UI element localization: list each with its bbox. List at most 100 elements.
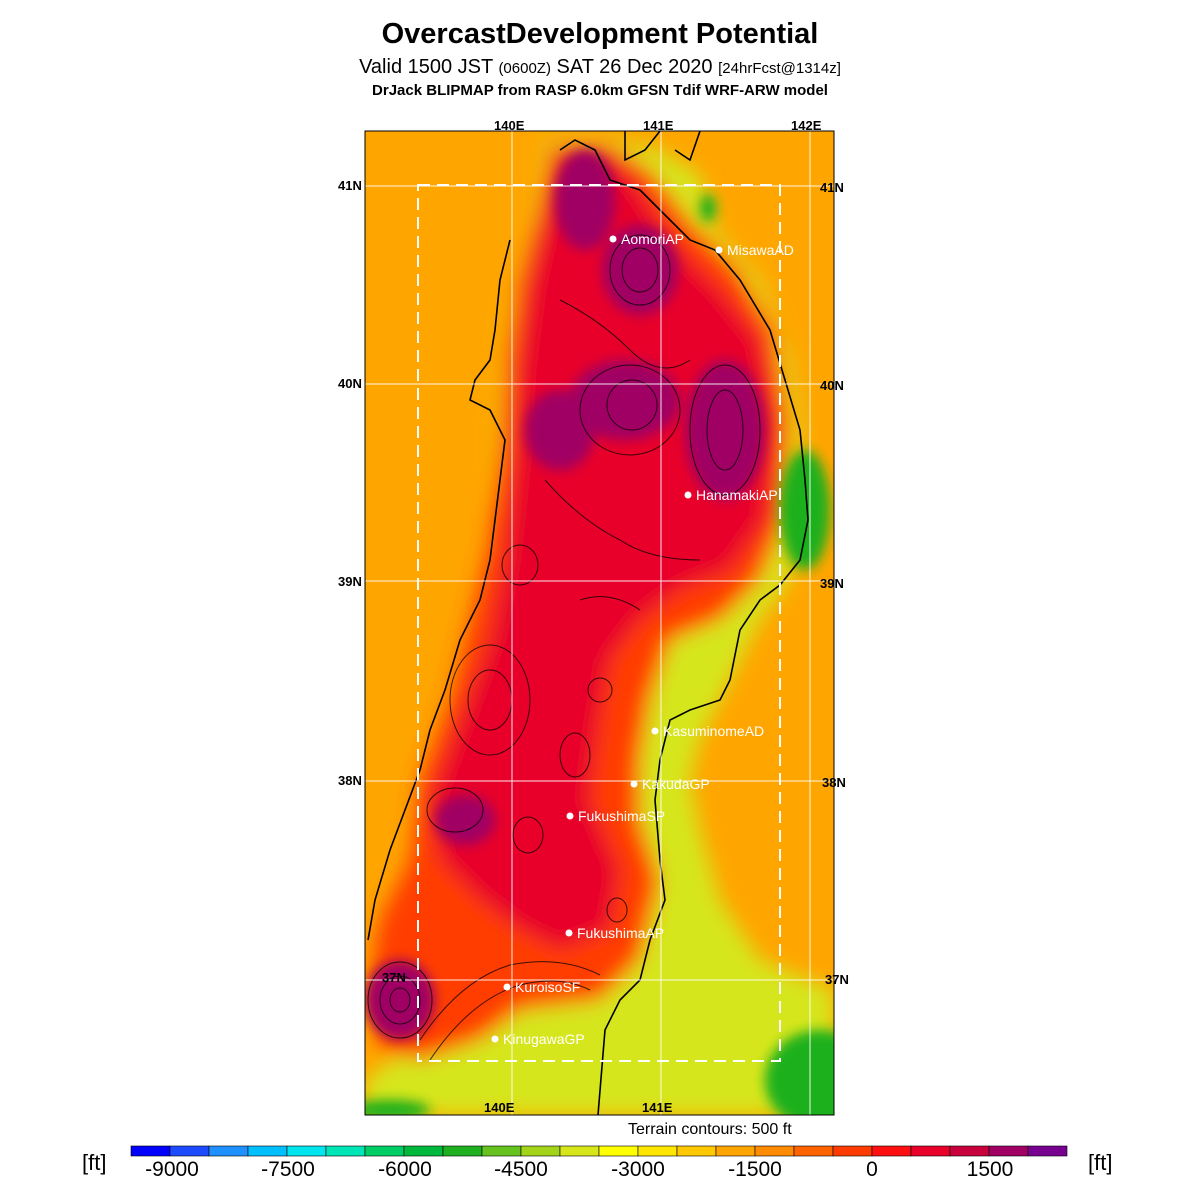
station-dot — [609, 235, 617, 243]
colorbar-swatch — [442, 1145, 483, 1157]
peak-area — [555, 150, 615, 250]
colorbar-swatch — [793, 1145, 834, 1157]
land-high-field — [430, 150, 775, 950]
colorbar-swatch — [676, 1145, 717, 1157]
colorbar-tick-label: -4500 — [494, 1158, 548, 1181]
colorbar-swatch — [1027, 1145, 1068, 1157]
map-title: OvercastDevelopment Potential — [381, 18, 819, 50]
station-dot — [566, 812, 574, 820]
colorbar-tick-label: -7500 — [261, 1158, 315, 1181]
unit-label-right: [ft] — [1088, 1150, 1113, 1175]
peak-area — [435, 795, 495, 845]
station-label: HanamakiAP — [696, 487, 778, 503]
station-marker: FukushimaAP — [565, 925, 664, 941]
station-marker: AomoriAP — [609, 231, 684, 247]
peak-area — [602, 225, 678, 315]
station-dot — [630, 780, 638, 788]
station-label: FukushimaAP — [577, 925, 664, 941]
station-dot — [491, 1035, 499, 1043]
colorbar-swatch — [637, 1145, 678, 1157]
peak-area — [685, 360, 765, 500]
lat-label-right: 41N — [820, 180, 844, 195]
station-dot — [715, 246, 723, 254]
station-label: FukushimaSP — [578, 808, 665, 824]
colorbar-tick-label: -9000 — [145, 1158, 199, 1181]
colorbar-swatch — [325, 1145, 366, 1157]
colorbar-swatch — [559, 1145, 600, 1157]
lat-label-left: 38N — [338, 773, 362, 788]
terrain-contour-note: Terrain contours: 500 ft — [628, 1121, 792, 1138]
colorbar-swatch — [520, 1145, 561, 1157]
model-description: DrJack BLIPMAP from RASP 6.0km GFSN Tdif… — [372, 82, 828, 99]
colorbar-tick-label: -3000 — [611, 1158, 665, 1181]
lon-label-top: 141E — [643, 118, 674, 133]
lon-label-top: 142E — [791, 118, 822, 133]
lon-label-bottom: 141E — [642, 1100, 673, 1115]
lat-label-right: 40N — [820, 378, 844, 393]
colorbar-swatch — [364, 1145, 405, 1157]
station-dot — [684, 491, 692, 499]
station-marker: FukushimaSP — [566, 808, 665, 824]
colorbar-swatch — [715, 1145, 756, 1157]
lat-label-left: 37N — [382, 970, 406, 985]
colorbar-swatch — [832, 1145, 873, 1157]
colorbar-swatch — [988, 1145, 1029, 1157]
lat-label-right: 39N — [820, 576, 844, 591]
colorbar-swatch — [910, 1145, 951, 1157]
colorbar-tick-label: 1500 — [966, 1158, 1014, 1181]
terrain-contours — [367, 234, 761, 1061]
colorbar-swatch — [130, 1145, 171, 1157]
unit-label-left: [ft] — [82, 1150, 107, 1175]
colorbar-swatch — [208, 1145, 249, 1157]
low-value-area — [700, 194, 716, 222]
valid-time-line: Valid 1500 JST (0600Z) SAT 26 Dec 2020 [… — [0, 56, 1200, 79]
colorbar-swatch — [286, 1145, 327, 1157]
colorbar-swatch — [598, 1145, 639, 1157]
inner-domain-boundary — [417, 184, 781, 1062]
station-dot — [503, 983, 511, 991]
colorbar-swatch — [481, 1145, 522, 1157]
lat-label-left: 40N — [338, 376, 362, 391]
low-value-area — [365, 1100, 430, 1115]
station-label: MisawaAD — [727, 242, 794, 258]
station-marker: KasuminomeAD — [651, 723, 764, 739]
station-label: KasuminomeAD — [663, 723, 764, 739]
station-marker: KinugawaGP — [491, 1031, 585, 1047]
colorbar-tick-label: -1500 — [728, 1158, 782, 1181]
station-marker: KuroisoSF — [503, 979, 580, 995]
station-dot — [651, 727, 659, 735]
lat-label-left: 41N — [338, 178, 362, 193]
graticule — [365, 131, 834, 1115]
station-marker: MisawaAD — [715, 242, 794, 258]
colorbar-tick-label: -6000 — [378, 1158, 432, 1181]
hokkaido-coastline — [624, 131, 701, 162]
colorbar — [130, 1145, 1068, 1157]
low-value-area — [765, 1030, 834, 1115]
station-marker: KakudaGP — [630, 776, 710, 792]
station-dot — [565, 929, 573, 937]
lon-label-top: 140E — [494, 118, 525, 133]
colorbar-swatch — [403, 1145, 444, 1157]
valid-date: SAT 26 Dec 2020 — [556, 56, 713, 78]
station-label: KuroisoSF — [515, 979, 580, 995]
zulu-time: (0600Z) — [498, 60, 551, 77]
stations-layer: AomoriAP MisawaAD HanamakiAP KasuminomeAD Ka… — [491, 231, 794, 1047]
valid-time: Valid 1500 JST — [359, 56, 493, 78]
colorbar-tick-label: 0 — [866, 1158, 878, 1181]
colorbar-swatch — [871, 1145, 912, 1157]
station-marker: HanamakiAP — [684, 487, 778, 503]
lat-label-right: 37N — [825, 972, 849, 987]
colorbar-swatch — [754, 1145, 795, 1157]
station-label: KakudaGP — [642, 776, 710, 792]
lat-label-right: 38N — [822, 775, 846, 790]
station-label: AomoriAP — [621, 231, 684, 247]
map-frame — [364, 130, 835, 1116]
station-label: KinugawaGP — [503, 1031, 585, 1047]
lat-label-left: 39N — [338, 574, 362, 589]
colorbar-swatch — [169, 1145, 210, 1157]
colorbar-swatch — [247, 1145, 288, 1157]
lon-label-bottom: 140E — [484, 1100, 515, 1115]
forecast-info: [24hrFcst@1314z] — [718, 60, 841, 77]
low-value-area — [780, 450, 830, 570]
